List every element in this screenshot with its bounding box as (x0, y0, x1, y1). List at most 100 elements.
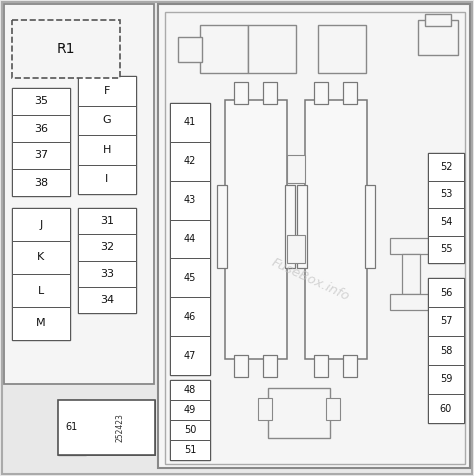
Text: F: F (104, 86, 110, 96)
Bar (264, 355, 277, 377)
Text: 48: 48 (184, 385, 196, 395)
Bar (225, 100, 287, 359)
Bar (170, 298, 210, 336)
Bar (248, 25, 296, 73)
Text: 58: 58 (440, 346, 452, 356)
Bar (78, 165, 136, 194)
Bar (401, 254, 420, 294)
Bar (365, 185, 375, 268)
Text: 50: 50 (184, 425, 196, 435)
Bar (326, 398, 340, 420)
Bar (418, 20, 458, 55)
Bar (12, 169, 70, 196)
Bar (78, 76, 136, 194)
Text: 44: 44 (184, 234, 196, 244)
Bar (428, 394, 464, 423)
Text: 36: 36 (34, 123, 48, 133)
Bar (170, 103, 210, 142)
Text: J: J (39, 219, 43, 229)
Bar (344, 82, 357, 104)
Bar (428, 208, 464, 236)
Bar (170, 336, 210, 375)
Bar (86, 418, 155, 436)
Bar (170, 103, 210, 375)
Text: 42: 42 (184, 156, 196, 166)
Bar (12, 307, 70, 340)
Bar (305, 100, 367, 359)
Bar (428, 278, 464, 423)
Bar (170, 142, 210, 181)
Bar (158, 4, 470, 468)
Bar (297, 185, 307, 268)
Text: L: L (38, 286, 44, 296)
Bar (58, 400, 155, 455)
Bar (170, 400, 210, 420)
Text: 37: 37 (34, 150, 48, 160)
Bar (428, 307, 464, 336)
Text: 60: 60 (440, 404, 452, 414)
Bar (217, 185, 227, 268)
Text: 56: 56 (440, 288, 452, 298)
Bar (58, 400, 86, 455)
Text: G: G (103, 115, 111, 125)
Bar (344, 355, 357, 377)
Bar (170, 440, 210, 460)
Text: R1: R1 (57, 42, 75, 56)
Text: 32: 32 (100, 242, 114, 252)
Text: 252423: 252423 (116, 413, 125, 442)
Text: M: M (36, 318, 46, 328)
Bar (428, 236, 464, 263)
Text: 55: 55 (440, 244, 452, 254)
Bar (234, 82, 248, 104)
Bar (428, 278, 464, 307)
Bar (78, 76, 136, 106)
Bar (12, 274, 70, 307)
Text: 61: 61 (66, 423, 78, 433)
Text: 38: 38 (34, 178, 48, 188)
Bar (170, 420, 210, 440)
Bar (170, 181, 210, 219)
Bar (178, 37, 202, 62)
Text: 49: 49 (184, 405, 196, 415)
Text: I: I (105, 174, 109, 184)
Bar (170, 219, 210, 258)
Bar (78, 208, 136, 313)
Bar (12, 241, 70, 274)
Text: 33: 33 (100, 268, 114, 278)
Bar (428, 153, 464, 263)
Bar (12, 208, 70, 340)
Bar (428, 153, 464, 180)
Text: 51: 51 (184, 445, 196, 455)
Bar (314, 355, 328, 377)
Bar (170, 380, 210, 460)
Bar (287, 155, 305, 183)
Bar (268, 388, 330, 438)
Text: 47: 47 (184, 350, 196, 361)
Text: FuseBox.info: FuseBox.info (269, 256, 351, 304)
Bar (86, 436, 155, 455)
Text: 45: 45 (184, 273, 196, 283)
Bar (12, 142, 70, 169)
Bar (78, 135, 136, 165)
Bar (285, 185, 295, 268)
Bar (165, 12, 465, 464)
Text: 59: 59 (440, 375, 452, 385)
Bar (390, 238, 432, 254)
Bar (425, 14, 451, 26)
Text: K: K (37, 252, 45, 262)
Bar (234, 355, 248, 377)
Bar (200, 25, 248, 73)
Bar (390, 294, 432, 310)
Bar (4, 4, 154, 384)
Bar (86, 400, 155, 418)
Text: 34: 34 (100, 295, 114, 305)
Bar (428, 336, 464, 365)
Bar (428, 180, 464, 208)
Text: 52: 52 (440, 162, 452, 172)
Bar (78, 234, 136, 260)
Bar (78, 287, 136, 313)
Bar (170, 380, 210, 400)
Text: 57: 57 (440, 317, 452, 327)
Bar (428, 365, 464, 394)
Bar (78, 260, 136, 287)
